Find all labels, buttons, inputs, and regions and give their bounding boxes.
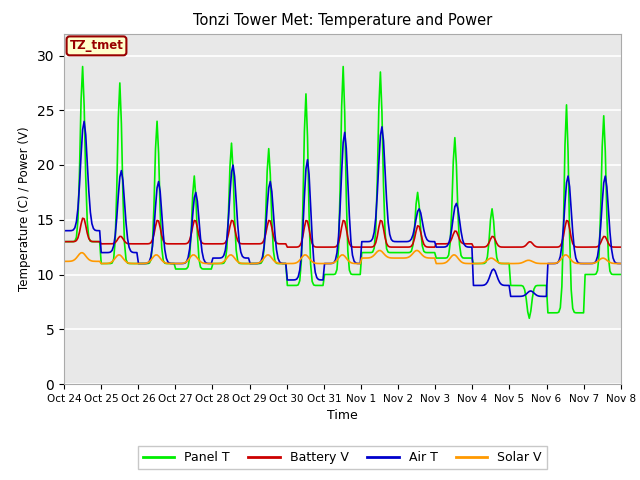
Solar V [226,252,234,258]
Panel T [246,261,254,266]
Battery V [617,244,625,250]
Solar V [60,258,68,264]
Panel T [60,239,68,244]
Battery V [130,241,138,247]
Solar V [244,261,252,266]
Solar V [129,261,136,266]
Air T [246,261,254,266]
X-axis label: Time: Time [327,409,358,422]
Battery V [246,241,254,247]
Line: Battery V: Battery V [64,218,621,247]
Y-axis label: Temperature (C) / Power (V): Temperature (C) / Power (V) [18,127,31,291]
Solar V [375,248,383,253]
Battery V [79,216,86,221]
Air T [589,261,596,266]
Panel T [525,315,533,321]
Title: Tonzi Tower Met: Temperature and Power: Tonzi Tower Met: Temperature and Power [193,13,492,28]
Panel T [228,140,236,146]
Panel T [589,272,596,277]
Battery V [228,217,236,223]
Line: Panel T: Panel T [64,67,621,318]
Air T [507,293,515,299]
Battery V [305,226,313,231]
Air T [81,119,88,124]
Line: Solar V: Solar V [64,251,621,264]
Battery V [589,244,596,250]
Battery V [507,244,515,250]
Panel T [255,261,263,266]
Legend: Panel T, Battery V, Air T, Solar V: Panel T, Battery V, Air T, Solar V [138,446,547,469]
Solar V [507,261,515,266]
Panel T [617,272,625,277]
Air T [255,260,263,266]
Battery V [255,241,263,247]
Air T [305,171,313,177]
Air T [617,261,625,266]
Text: TZ_tmet: TZ_tmet [70,39,124,52]
Air T [130,250,138,255]
Air T [228,169,236,175]
Air T [60,228,68,234]
Solar V [617,261,625,266]
Solar V [589,261,596,266]
Battery V [60,239,68,244]
Solar V [254,260,262,266]
Solar V [303,253,311,259]
Panel T [79,64,86,70]
Line: Air T: Air T [64,121,621,296]
Panel T [130,261,138,266]
Panel T [305,211,313,216]
